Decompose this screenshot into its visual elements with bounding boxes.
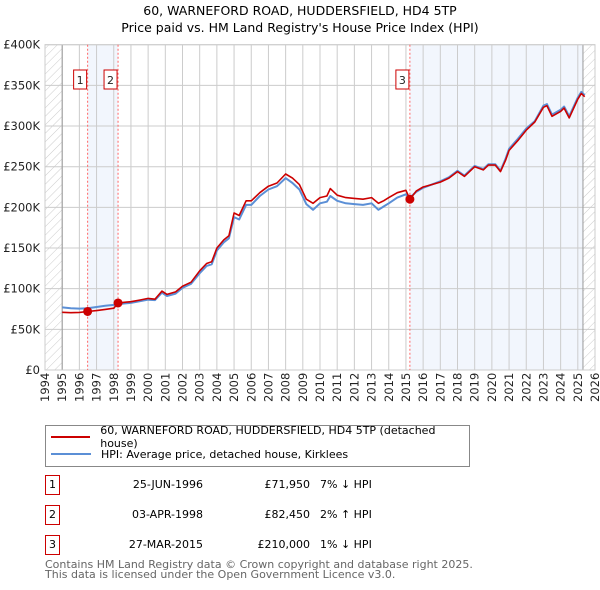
x-tick-label: 2026: [588, 373, 600, 402]
sale-point: [405, 194, 415, 204]
x-tick-label: 2005: [227, 373, 241, 402]
x-tick-label: 1994: [38, 373, 52, 402]
transaction-price: £210,000: [257, 538, 311, 551]
x-tick-label: 1997: [90, 373, 104, 402]
y-tick-label: £150K: [3, 241, 40, 255]
y-tick-label: £300K: [3, 119, 40, 133]
x-tick-label: 2004: [210, 373, 224, 402]
x-tick-label: 2014: [382, 373, 396, 402]
transaction-row: 1 25-JUN-1996 £71,950 7% ↓ HPI: [45, 475, 465, 495]
sale-label-box: [395, 69, 410, 90]
y-tick-label: £0: [25, 363, 40, 377]
sale-label-box: [73, 69, 88, 90]
legend-item-hpi: HPI: Average price, detached house, Kirk…: [51, 446, 348, 462]
x-tick-label: 2016: [416, 373, 430, 402]
sale-point: [83, 306, 93, 316]
y-tick-label: £50K: [11, 322, 41, 336]
legend: 60, WARNEFORD ROAD, HUDDERSFIELD, HD4 5T…: [45, 424, 470, 467]
x-tick-label: 2012: [347, 373, 361, 402]
x-tick-label: 2023: [536, 373, 550, 402]
blue-line-swatch: [51, 453, 91, 455]
x-tick-label: 2013: [365, 373, 379, 402]
transaction-price: £71,950: [264, 478, 311, 491]
x-tick-label: 2011: [330, 373, 344, 402]
footer: Contains HM Land Registry data © Crown c…: [45, 558, 473, 581]
x-tick-label: 2000: [141, 373, 155, 402]
transaction-row: 3 27-MAR-2015 £210,000 1% ↓ HPI: [45, 535, 465, 555]
transaction-number-badge: 1: [45, 475, 60, 495]
y-tick-label: £250K: [3, 160, 40, 174]
x-tick-label: 2010: [313, 373, 327, 402]
x-tick-label: 1996: [72, 373, 86, 402]
x-tick-label: 2006: [244, 373, 258, 402]
legend-label: HPI: Average price, detached house, Kirk…: [101, 447, 349, 461]
sale-label: 3: [399, 74, 406, 87]
x-tick-label: 2017: [433, 373, 447, 402]
y-tick-label: £350K: [3, 78, 40, 92]
x-tick-label: 2009: [296, 373, 310, 402]
x-tick-label: 2003: [193, 373, 207, 402]
x-tick-label: 2019: [468, 373, 482, 402]
transaction-price: £82,450: [264, 508, 311, 521]
licence-text: This data is licensed under the Open Gov…: [45, 568, 396, 581]
transaction-date: 25-JUN-1996: [132, 478, 203, 491]
x-tick-label: 2024: [554, 373, 568, 402]
x-tick-label: 2022: [519, 373, 533, 402]
price-paid-line: [62, 92, 586, 314]
chart-title: 60, WARNEFORD ROAD, HUDDERSFIELD, HD4 5T…: [0, 2, 600, 36]
red-line-swatch: [51, 436, 91, 438]
transaction-row: 2 03-APR-1998 £82,450 2% ↑ HPI: [45, 505, 465, 525]
x-tick-label: 2002: [176, 373, 190, 402]
title-line-1: 60, WARNEFORD ROAD, HUDDERSFIELD, HD4 5T…: [143, 3, 457, 18]
transaction-hpi-diff: 1% ↓ HPI: [320, 538, 372, 551]
sale-label: 1: [77, 74, 84, 87]
transaction-hpi-diff: 7% ↓ HPI: [320, 478, 372, 491]
x-tick-label: 2015: [399, 373, 413, 402]
sale-label: 2: [107, 74, 114, 87]
x-tick-label: 2001: [158, 373, 172, 402]
legend-item-property: 60, WARNEFORD ROAD, HUDDERSFIELD, HD4 5T…: [51, 424, 469, 450]
x-tick-label: 2008: [279, 373, 293, 402]
transaction-date: 03-APR-1998: [131, 508, 203, 521]
transaction-number-badge: 2: [45, 505, 60, 525]
copyright-text: Contains HM Land Registry data © Crown c…: [45, 558, 473, 571]
x-tick-label: 1999: [124, 373, 138, 402]
transaction-date: 27-MAR-2015: [128, 538, 203, 551]
y-tick-label: £400K: [3, 38, 40, 52]
plot-border: [44, 44, 596, 371]
x-tick-label: 2007: [261, 373, 275, 402]
x-tick-label: 2018: [451, 373, 465, 402]
sale-label-box: [103, 69, 118, 90]
x-tick-label: 1998: [107, 373, 121, 402]
x-tick-label: 2025: [571, 373, 585, 402]
sale-point: [113, 298, 123, 308]
x-tick-label: 2021: [502, 373, 516, 402]
x-tick-label: 1995: [55, 373, 69, 402]
title-line-2: Price paid vs. HM Land Registry's House …: [121, 20, 479, 35]
y-tick-label: £100K: [3, 282, 40, 296]
transaction-number-badge: 3: [45, 535, 60, 555]
transaction-hpi-diff: 2% ↑ HPI: [320, 508, 372, 521]
legend-label: 60, WARNEFORD ROAD, HUDDERSFIELD, HD4 5T…: [100, 424, 436, 450]
y-tick-label: £200K: [3, 200, 40, 214]
x-tick-label: 2020: [485, 373, 499, 402]
